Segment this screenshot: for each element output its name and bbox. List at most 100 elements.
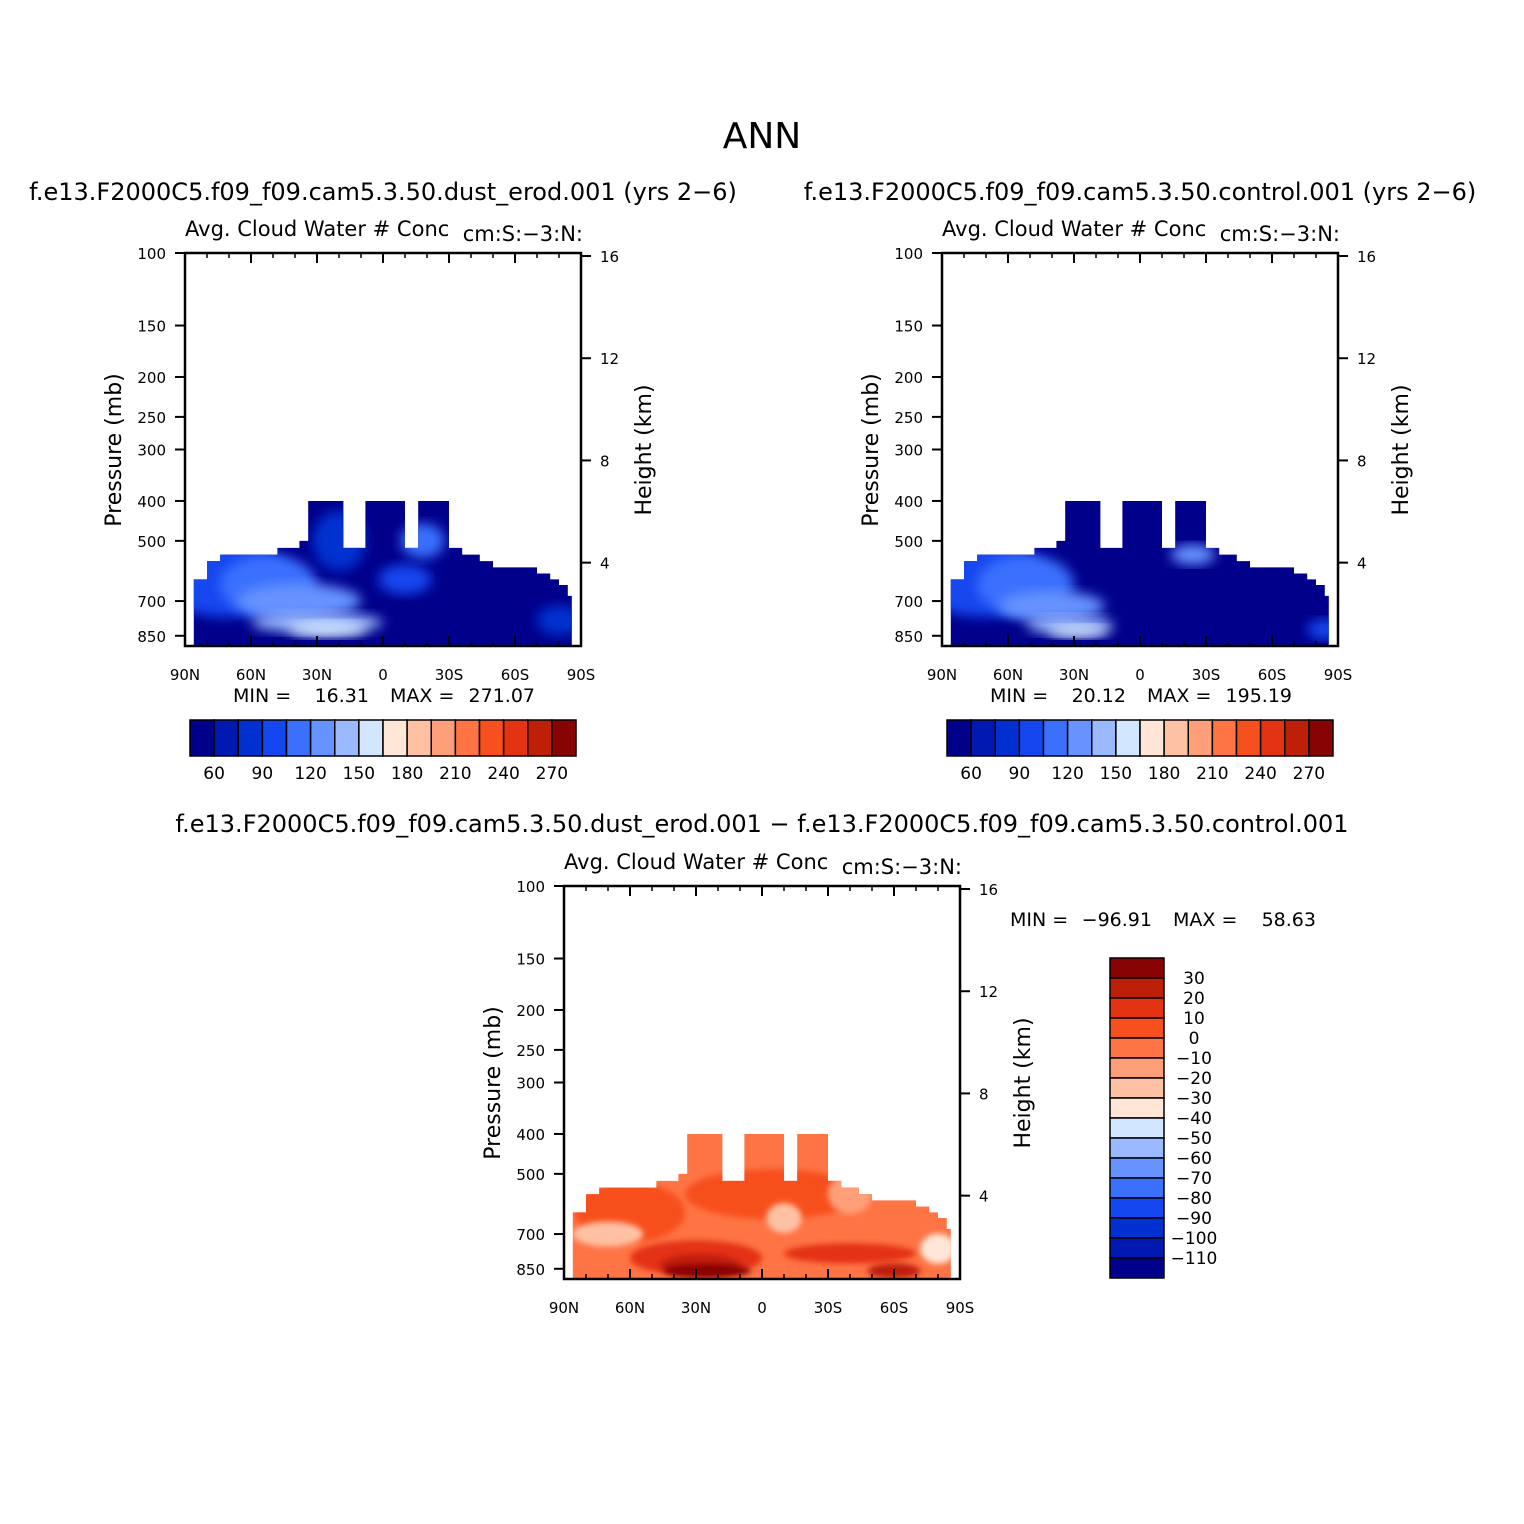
colorbar-swatch bbox=[261, 719, 288, 757]
colorbar-label: 150 bbox=[343, 764, 375, 784]
contour-band bbox=[685, 1169, 861, 1220]
contour-band bbox=[663, 1264, 751, 1278]
colorbar-swatch bbox=[946, 719, 972, 757]
y-axis-label: Pressure (mb) bbox=[481, 1006, 506, 1160]
x-tick-label: 90N bbox=[170, 666, 200, 684]
max-label: MAX = bbox=[1147, 685, 1211, 707]
contour-band bbox=[237, 583, 361, 619]
colorbar-label: −30 bbox=[1176, 1089, 1212, 1109]
colorbar-swatch bbox=[1163, 719, 1189, 757]
min-value: 20.12 bbox=[1072, 685, 1126, 707]
y-axis-label: Pressure (mb) bbox=[859, 373, 884, 527]
colorbar-swatch bbox=[1139, 719, 1165, 757]
colorbar-swatch bbox=[1109, 1077, 1165, 1099]
y-right-tick-label: 12 bbox=[1357, 350, 1376, 368]
contour-band bbox=[766, 1203, 802, 1234]
colorbar-swatch bbox=[1066, 719, 1093, 757]
max-value: 58.63 bbox=[1262, 909, 1316, 931]
y-tick-label: 400 bbox=[894, 493, 923, 511]
colorbar-label: 60 bbox=[960, 764, 982, 784]
y-tick-label: 700 bbox=[516, 1226, 545, 1244]
x-tick-label: 60N bbox=[236, 666, 266, 684]
min-label: MIN = bbox=[990, 685, 1048, 707]
colorbar-swatch bbox=[1109, 1097, 1165, 1119]
colorbar-label: 20 bbox=[1183, 989, 1205, 1009]
y-right-tick-label: 4 bbox=[1357, 555, 1367, 573]
colorbar-label: 180 bbox=[391, 764, 423, 784]
colorbar-label: 180 bbox=[1148, 764, 1180, 784]
max-value: 271.07 bbox=[469, 685, 535, 707]
y-tick-label: 400 bbox=[516, 1126, 545, 1144]
y-tick-label: 400 bbox=[137, 493, 166, 511]
max-value: 195.19 bbox=[1226, 685, 1292, 707]
y-right-axis-label: Height (km) bbox=[1389, 384, 1414, 515]
colorbar-swatch bbox=[1109, 1017, 1165, 1039]
y-tick-label: 100 bbox=[516, 878, 545, 896]
y-tick-label: 500 bbox=[137, 533, 166, 551]
y-tick-label: 250 bbox=[516, 1042, 545, 1060]
y-tick-label: 200 bbox=[137, 369, 166, 387]
max-label: MAX = bbox=[390, 685, 454, 707]
x-tick-label: 90S bbox=[946, 1299, 975, 1317]
colorbar-swatch bbox=[478, 719, 505, 757]
y-right-tick-label: 12 bbox=[600, 350, 619, 368]
colorbar: 60 90 120 150 180 210 240 270 bbox=[189, 719, 577, 784]
y-tick-label: 300 bbox=[516, 1075, 545, 1093]
colorbar-label: 240 bbox=[487, 764, 519, 784]
y-tick-label: 300 bbox=[137, 442, 166, 460]
colorbar-label: 60 bbox=[203, 764, 225, 784]
colorbar-label: −110 bbox=[1171, 1249, 1218, 1269]
colorbar-label: 240 bbox=[1244, 764, 1276, 784]
colorbar-label: 10 bbox=[1183, 1009, 1205, 1029]
colorbar-swatch bbox=[502, 719, 529, 757]
colorbar-swatch bbox=[1042, 719, 1069, 757]
y-right-axis-label: Height (km) bbox=[1011, 1017, 1036, 1148]
x-tick-label: 30S bbox=[814, 1299, 843, 1317]
x-tick-label: 60N bbox=[993, 666, 1023, 684]
x-tick-label: 30S bbox=[1192, 666, 1221, 684]
panel-3: f.e13.F2000C5.f09_f09.cam5.3.50.dust_ero… bbox=[175, 810, 1348, 1317]
y-tick-label: 150 bbox=[894, 318, 923, 336]
y-tick-label: 500 bbox=[894, 533, 923, 551]
contour-band bbox=[537, 605, 572, 636]
min-label: MIN = bbox=[233, 685, 291, 707]
colorbar-label: 90 bbox=[1009, 764, 1031, 784]
x-tick-label: 30N bbox=[302, 666, 332, 684]
x-tick-label: 60S bbox=[880, 1299, 909, 1317]
contour-band bbox=[1307, 619, 1329, 640]
colorbar-swatch bbox=[189, 719, 215, 757]
y-tick-label: 700 bbox=[894, 593, 923, 611]
panel-title: f.e13.F2000C5.f09_f09.cam5.3.50.control.… bbox=[804, 178, 1477, 206]
panel-title: f.e13.F2000C5.f09_f09.cam5.3.50.dust_ero… bbox=[175, 810, 1348, 838]
colorbar-swatch bbox=[1091, 719, 1117, 757]
colorbar-swatch bbox=[309, 719, 336, 757]
colorbar-label: −70 bbox=[1176, 1169, 1212, 1189]
y-right-axis-label: Height (km) bbox=[632, 384, 657, 515]
y-tick-label: 850 bbox=[894, 628, 923, 646]
colorbar-swatch bbox=[1109, 1177, 1165, 1199]
x-tick-label: 0 bbox=[378, 666, 388, 684]
y-right-tick-label: 12 bbox=[979, 983, 998, 1001]
colorbar-swatch bbox=[1284, 719, 1310, 757]
colorbar: 3020100−10−20−30−40−50−60−70−80−90−100−1… bbox=[1109, 957, 1218, 1279]
colorbar-swatch bbox=[1211, 719, 1238, 757]
y-right-tick-label: 8 bbox=[979, 1085, 989, 1103]
contour-band bbox=[312, 510, 366, 571]
y-tick-label: 100 bbox=[137, 245, 166, 263]
panel-subtitle-right: cm:S:−3:N: bbox=[842, 855, 962, 879]
colorbar-swatch bbox=[213, 719, 239, 757]
y-tick-label: 100 bbox=[894, 245, 923, 263]
y-tick-label: 150 bbox=[516, 951, 545, 969]
panel-2: f.e13.F2000C5.f09_f09.cam5.3.50.control.… bbox=[804, 178, 1477, 784]
y-tick-label: 200 bbox=[894, 369, 923, 387]
panel-subtitle-right: cm:S:−3:N: bbox=[1220, 222, 1340, 246]
colorbar-swatch bbox=[1259, 719, 1286, 757]
colorbar-label: 210 bbox=[439, 764, 471, 784]
y-tick-label: 200 bbox=[516, 1002, 545, 1020]
colorbar-label: 270 bbox=[1293, 764, 1325, 784]
y-right-tick-label: 4 bbox=[600, 555, 610, 573]
panel-title: f.e13.F2000C5.f09_f09.cam5.3.50.dust_ero… bbox=[29, 178, 737, 206]
y-tick-label: 250 bbox=[137, 409, 166, 427]
colorbar-swatch bbox=[237, 719, 264, 757]
